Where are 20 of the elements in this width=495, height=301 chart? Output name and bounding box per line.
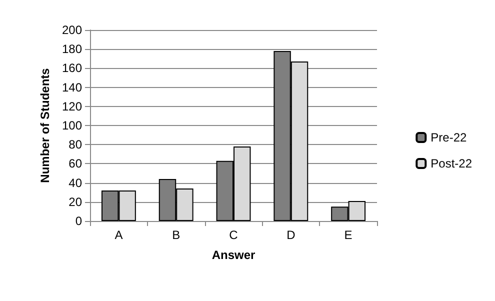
x-tick-label: C xyxy=(229,228,238,242)
y-tick-label: 20 xyxy=(68,194,82,209)
x-tick-label: B xyxy=(172,228,180,242)
y-tick-label: 180 xyxy=(62,42,82,56)
y-tick-label: 60 xyxy=(68,156,82,171)
y-tick-label: 100 xyxy=(62,118,82,132)
x-tick-label: A xyxy=(114,228,123,242)
legend-label: Post-22 xyxy=(430,156,472,170)
x-tick-label: D xyxy=(286,228,296,242)
y-tick-label: 0 xyxy=(75,214,82,228)
x-axis-title: Answer xyxy=(212,248,256,262)
legend-label: Pre-22 xyxy=(430,130,467,144)
y-tick-label: 120 xyxy=(62,99,82,114)
y-tick-label: 200 xyxy=(62,23,82,37)
y-tick-label: 40 xyxy=(68,176,82,190)
y-tick-label: 140 xyxy=(62,80,82,94)
y-tick-label: 160 xyxy=(62,61,82,76)
x-tick-label: E xyxy=(344,228,352,242)
y-tick-label: 80 xyxy=(68,138,82,152)
y-axis-title: Number of Students xyxy=(38,68,52,183)
